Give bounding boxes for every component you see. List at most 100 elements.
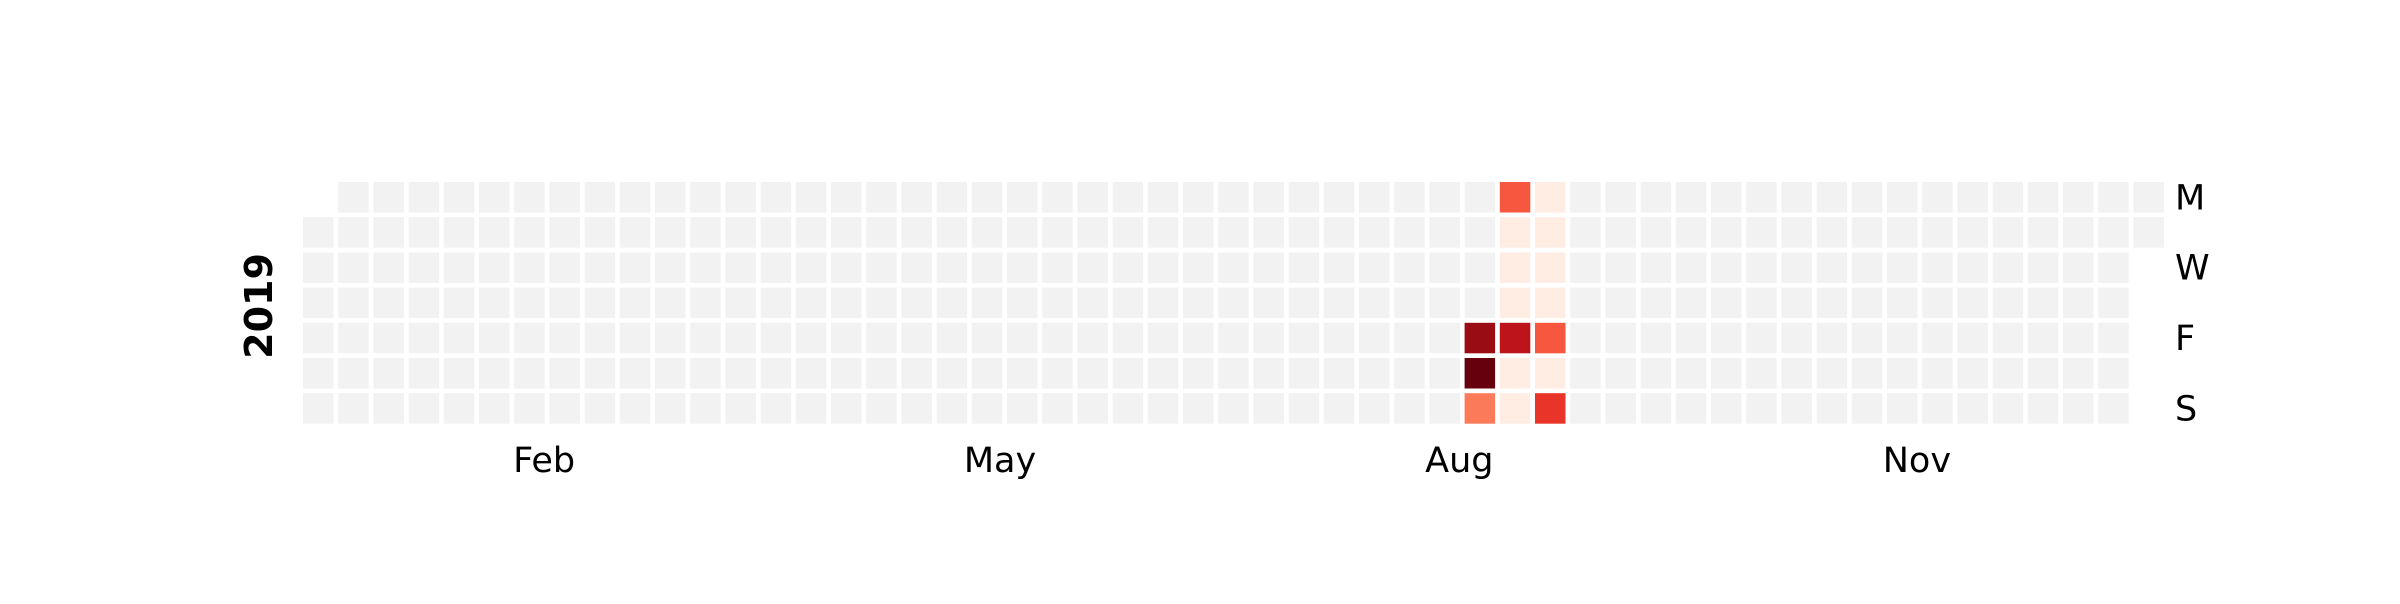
heatmap-cell — [1992, 217, 2024, 248]
heatmap-cell — [479, 182, 510, 213]
heatmap-cell — [1007, 217, 1038, 248]
heatmap-cell — [831, 182, 862, 213]
heatmap-cell — [1042, 322, 1073, 354]
heatmap-cell — [1535, 217, 1566, 248]
heatmap-cell — [936, 217, 968, 248]
heatmap-cell — [2098, 358, 2129, 389]
heatmap-cell — [1675, 252, 1707, 283]
heatmap-cell — [2063, 393, 2094, 424]
heatmap-cell — [2027, 393, 2059, 424]
heatmap-cell — [1112, 182, 1144, 213]
heatmap-cell — [514, 252, 545, 283]
heatmap-cell — [1816, 322, 1848, 354]
heatmap-cell — [1675, 358, 1707, 389]
heatmap-cell — [690, 287, 721, 319]
heatmap-cell — [1605, 358, 1636, 389]
heatmap-cell — [1640, 217, 1672, 248]
heatmap-cell — [1992, 287, 2024, 319]
y-tick-label: W — [2175, 249, 2210, 289]
heatmap-cell — [1359, 252, 1390, 283]
heatmap-cell — [2027, 358, 2059, 389]
heatmap-cell — [1781, 322, 1812, 354]
heatmap-cell — [443, 217, 475, 248]
heatmap-cell — [866, 358, 897, 389]
heatmap-cell — [1887, 322, 1918, 354]
heatmap-cell — [1746, 393, 1777, 424]
heatmap-cell — [514, 217, 545, 248]
heatmap-cell — [1851, 182, 1883, 213]
heatmap-cell — [1147, 182, 1179, 213]
heatmap-cell — [1640, 393, 1672, 424]
heatmap-cell — [1042, 252, 1073, 283]
heatmap-cell — [1007, 358, 1038, 389]
heatmap-cell — [443, 358, 475, 389]
heatmap-cell — [1746, 252, 1777, 283]
heatmap-cell — [1499, 252, 1531, 283]
heatmap-cell — [936, 182, 968, 213]
heatmap-cell — [1816, 287, 1848, 319]
heatmap-cell — [1781, 217, 1812, 248]
heatmap-cell — [408, 322, 440, 354]
heatmap-cell — [2027, 182, 2059, 213]
x-tick-labels: Feb May Aug Nov — [513, 441, 1951, 481]
heatmap-cell — [338, 182, 369, 213]
heatmap-cell — [725, 322, 756, 354]
heatmap-cell — [1323, 358, 1355, 389]
heatmap-cell — [1077, 252, 1108, 283]
heatmap-cell — [655, 358, 686, 389]
heatmap-cell — [655, 287, 686, 319]
heatmap-cell — [971, 217, 1003, 248]
heatmap-cell — [1570, 322, 1601, 354]
heatmap-cell — [1887, 393, 1918, 424]
heatmap-cell — [1007, 182, 1038, 213]
heatmap-cell — [619, 322, 651, 354]
heatmap-cell — [1077, 358, 1108, 389]
heatmap-cell — [2133, 217, 2164, 248]
heatmap-cell — [1359, 287, 1390, 319]
heatmap-cell — [1640, 252, 1672, 283]
heatmap-cell — [1253, 182, 1284, 213]
heatmap-cell — [1887, 287, 1918, 319]
heatmap-cell — [1957, 322, 1988, 354]
heatmap-cell — [1007, 393, 1038, 424]
heatmap-cell — [1746, 217, 1777, 248]
heatmap-cell — [408, 182, 440, 213]
heatmap-cell — [1147, 358, 1179, 389]
heatmap-cell — [1711, 217, 1742, 248]
y-tick-label: F — [2175, 319, 2195, 359]
heatmap-cell — [514, 287, 545, 319]
heatmap-cell — [901, 182, 932, 213]
heatmap-cell — [1605, 393, 1636, 424]
heatmap-cell — [1781, 287, 1812, 319]
heatmap-cell — [795, 322, 827, 354]
heatmap-cell — [1429, 252, 1460, 283]
heatmap-cell — [1394, 287, 1425, 319]
heatmap-cell — [584, 287, 616, 319]
heatmap-cell — [725, 182, 756, 213]
heatmap-cell — [1746, 358, 1777, 389]
heatmap-cell — [408, 252, 440, 283]
heatmap-cell — [1394, 358, 1425, 389]
heatmap-cell — [1394, 182, 1425, 213]
heatmap-cell — [1218, 217, 1249, 248]
heatmap-cell — [1922, 322, 1953, 354]
heatmap-cell — [1711, 252, 1742, 283]
heatmap-cell — [1288, 182, 1320, 213]
heatmap-cell — [338, 393, 369, 424]
heatmap-cell — [1429, 287, 1460, 319]
heatmap-cell — [971, 393, 1003, 424]
heatmap-cell — [1359, 393, 1390, 424]
heatmap-cell — [373, 393, 404, 424]
heatmap-cell — [795, 358, 827, 389]
heatmap-cell — [1218, 182, 1249, 213]
heatmap-cell — [1675, 217, 1707, 248]
heatmap-cell — [1922, 252, 1953, 283]
heatmap-cell — [1112, 358, 1144, 389]
heatmap-cell — [725, 252, 756, 283]
heatmap-cell — [1042, 393, 1073, 424]
heatmap-cell — [1007, 322, 1038, 354]
heatmap-cell — [1711, 393, 1742, 424]
heatmap-cell — [866, 287, 897, 319]
